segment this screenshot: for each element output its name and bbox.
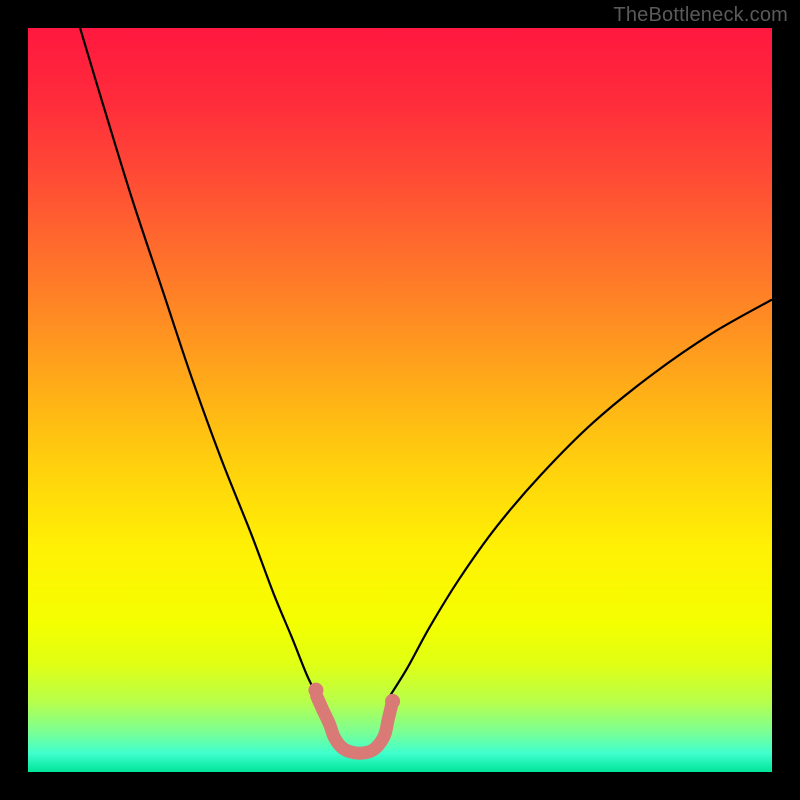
gradient-background [28,28,772,772]
chart-svg [28,28,772,772]
watermark-text: TheBottleneck.com [613,4,788,27]
chart-frame: TheBottleneck.com [0,0,800,800]
chart-plot-area [28,28,772,772]
